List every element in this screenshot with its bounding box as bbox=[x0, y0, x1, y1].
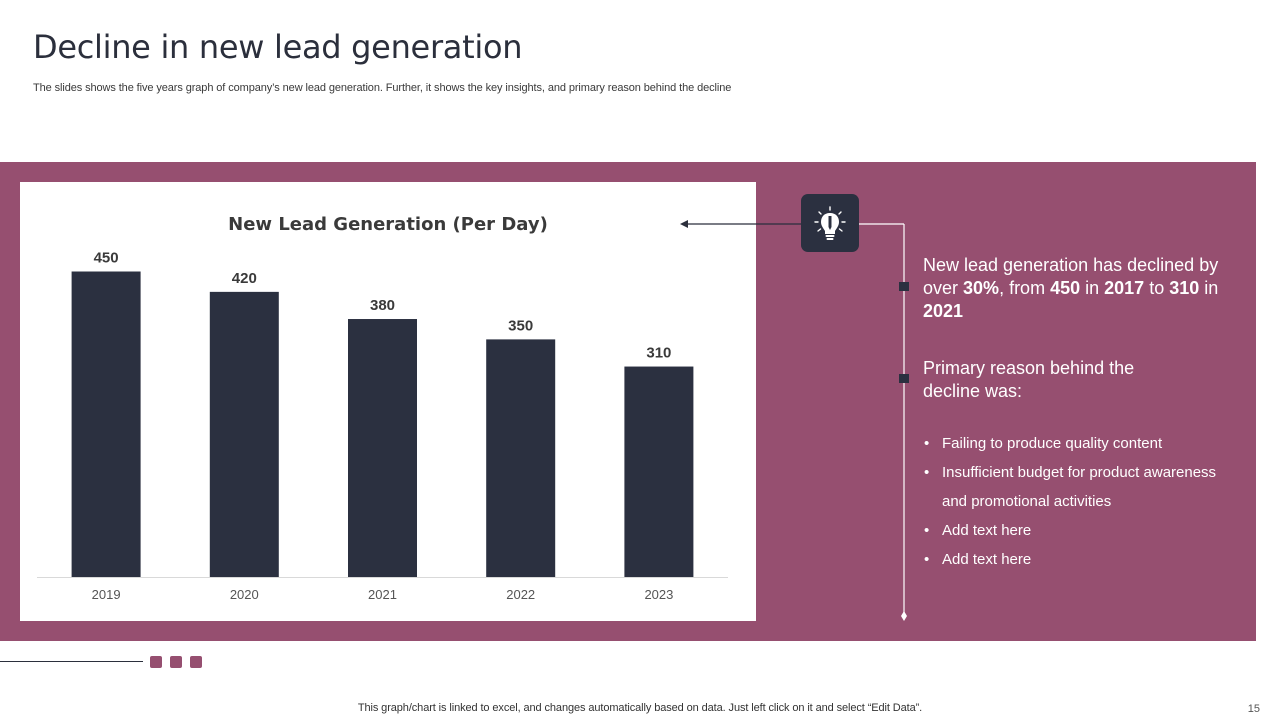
bar[interactable] bbox=[71, 271, 141, 578]
reason-heading: Primary reason behind the decline was: bbox=[923, 358, 1135, 401]
x-tick-label: 2020 bbox=[230, 587, 259, 602]
insight-segment: 310 bbox=[1169, 278, 1200, 298]
x-tick-label: 2021 bbox=[368, 587, 397, 602]
footer-divider bbox=[0, 661, 143, 662]
bar[interactable] bbox=[348, 319, 417, 577]
bar[interactable] bbox=[209, 291, 279, 577]
data-label: 450 bbox=[94, 250, 119, 267]
insight-segment: 2017 bbox=[1104, 278, 1145, 298]
decor-dot bbox=[190, 656, 202, 668]
insight-segment: in bbox=[1199, 278, 1219, 298]
data-label: 420 bbox=[232, 270, 257, 287]
data-label: 380 bbox=[370, 297, 395, 314]
idea-icon-box bbox=[801, 194, 859, 252]
data-label: 310 bbox=[646, 345, 671, 362]
reason-item: Failing to produce quality content bbox=[923, 429, 1223, 458]
page-number: 15 bbox=[1247, 703, 1260, 715]
decor-dot bbox=[170, 656, 182, 668]
reason-item: Add text here bbox=[923, 545, 1223, 574]
x-tick-label: 2019 bbox=[92, 587, 121, 602]
insight-segment: in bbox=[1080, 278, 1105, 298]
lightbulb-pen-icon bbox=[814, 206, 846, 240]
insight-segment: 30% bbox=[963, 278, 1000, 298]
x-tick-label: 2023 bbox=[644, 587, 673, 602]
bar[interactable] bbox=[624, 366, 694, 577]
page-title: Decline in new lead generation bbox=[33, 28, 523, 66]
x-tick-label: 2022 bbox=[506, 587, 535, 602]
reason-item: Insufficient budget for product awarenes… bbox=[923, 458, 1223, 516]
decor-dot bbox=[150, 656, 162, 668]
insight-segment: , from bbox=[999, 278, 1051, 298]
insight-segment: to bbox=[1144, 278, 1170, 298]
insight-segment: New lead generation has declined by over bbox=[923, 255, 1219, 298]
page-subtitle: The slides shows the five years graph of… bbox=[33, 82, 732, 94]
chart-card[interactable]: New Lead Generation (Per Day) 450 2019 420 2… bbox=[20, 182, 756, 621]
chart-title: New Lead Generation (Per Day) bbox=[228, 214, 548, 235]
bar-chart[interactable]: New Lead Generation (Per Day) 450 2019 420 2… bbox=[20, 182, 756, 621]
reason-list: Failing to produce quality content Insuf… bbox=[923, 429, 1223, 574]
data-label: 350 bbox=[508, 317, 533, 334]
footnote: This graph/chart is linked to excel, and… bbox=[357, 702, 923, 714]
bar[interactable] bbox=[486, 339, 556, 577]
insight-segment: 450 bbox=[1050, 278, 1081, 298]
reason-item: Add text here bbox=[923, 516, 1223, 545]
key-insight-text: New lead generation has declined by over… bbox=[923, 254, 1223, 323]
insight-segment: 2021 bbox=[923, 301, 964, 321]
